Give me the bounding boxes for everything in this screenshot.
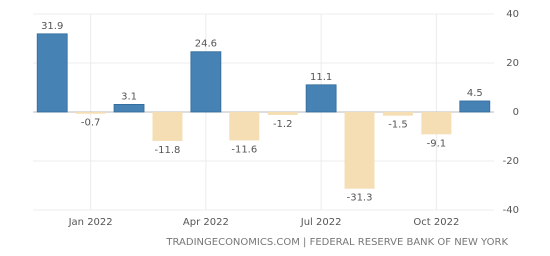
bar [229, 112, 260, 141]
y-tick-label: 0 [513, 107, 519, 118]
value-label: -1.5 [388, 120, 408, 131]
value-label: 3.1 [121, 91, 137, 102]
bar [305, 84, 337, 113]
bar [36, 33, 68, 113]
value-label: 31.9 [41, 21, 63, 32]
x-tick-label: Apr 2022 [183, 217, 229, 228]
bar [152, 112, 183, 141]
value-label: -1.2 [273, 119, 293, 130]
y-tick-label: 20 [506, 58, 519, 69]
y-tick-label: -40 [503, 205, 519, 216]
value-label: -9.1 [427, 138, 447, 149]
value-label: -11.6 [231, 144, 257, 155]
bar [421, 112, 452, 135]
y-tick-label: -20 [503, 156, 519, 167]
value-label: -0.7 [81, 118, 101, 129]
y-tick-label: 40 [506, 9, 519, 20]
source-label: TRADINGECONOMICS.COM | FEDERAL RESERVE B… [165, 237, 508, 248]
value-label: -11.8 [155, 145, 181, 156]
bar [75, 112, 106, 114]
bar [190, 51, 222, 113]
value-label: 24.6 [195, 39, 217, 50]
bar [113, 104, 145, 113]
x-tick-label: Jan 2022 [68, 217, 113, 228]
bar [267, 112, 298, 115]
value-label: 4.5 [467, 88, 483, 99]
bar [382, 112, 413, 116]
bar [459, 100, 491, 113]
value-label: 11.1 [310, 72, 332, 83]
x-tick-label: Jul 2022 [300, 217, 342, 228]
x-tick-label: Oct 2022 [413, 217, 459, 228]
bar [344, 112, 375, 189]
value-label: -31.3 [347, 193, 373, 204]
